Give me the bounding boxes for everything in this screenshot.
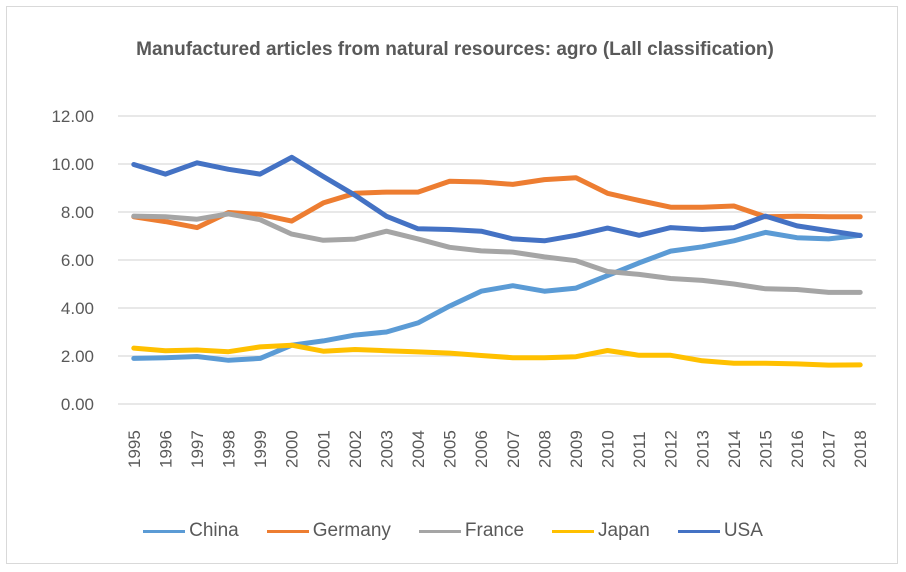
legend-label: France (464, 520, 525, 541)
y-tick-label: 6.00 (61, 251, 94, 270)
series-line-china (131, 229, 863, 363)
series-line-germany (131, 175, 863, 231)
legend-swatch (552, 529, 595, 533)
legend-label: USA (723, 520, 763, 541)
x-tick-label: 2009 (567, 430, 586, 468)
y-tick-label: 8.00 (61, 203, 94, 222)
legend-item-usa: USA (677, 520, 763, 542)
legend-item-germany: Germany (266, 520, 391, 542)
y-tick-label: 2.00 (61, 347, 94, 366)
x-tick-label: 1995 (125, 430, 144, 468)
series-line-france (131, 211, 863, 295)
x-tick-label: 1999 (251, 430, 270, 468)
x-tick-label: 2018 (851, 430, 870, 468)
x-tick-label: 2004 (409, 430, 428, 468)
legend-item-japan: Japan (552, 520, 650, 542)
series-line-japan (131, 342, 863, 368)
legend-swatch (418, 529, 461, 533)
y-tick-label: 12.00 (51, 107, 94, 126)
x-tick-label: 2015 (756, 430, 775, 468)
x-tick-label: 2007 (504, 430, 523, 468)
x-tick-label: 2016 (788, 430, 807, 468)
legend-label: China (189, 520, 239, 541)
x-tick-label: 2001 (314, 430, 333, 468)
x-tick-label: 2005 (441, 430, 460, 468)
x-tick-label: 2003 (377, 430, 396, 468)
x-tick-label: 2014 (725, 430, 744, 468)
x-tick-label: 2006 (472, 430, 491, 468)
legend-swatch (143, 529, 186, 533)
series-lines (131, 154, 863, 368)
y-axis-ticks: 0.00 2.00 4.00 6.00 8.00 10.00 12.00 (51, 107, 94, 414)
y-tick-label: 0.00 (61, 395, 94, 414)
x-tick-label: 1997 (188, 430, 207, 468)
series-line-usa (131, 154, 863, 244)
x-tick-label: 2011 (630, 431, 649, 468)
y-tick-label: 10.00 (51, 155, 94, 174)
x-tick-label: 2010 (599, 430, 618, 468)
legend-label: Japan (598, 520, 650, 541)
legend-item-china: China (143, 520, 239, 542)
x-tick-label: 2002 (346, 430, 365, 468)
x-tick-label: 2013 (693, 430, 712, 468)
x-tick-label: 2012 (662, 430, 681, 468)
y-tick-label: 4.00 (61, 299, 94, 318)
legend: China Germany France Japan USA (0, 520, 906, 542)
x-tick-label: 2008 (535, 430, 554, 468)
x-tick-label: 2017 (820, 430, 839, 468)
legend-swatch (677, 529, 720, 533)
legend-label: Germany (312, 520, 391, 541)
legend-swatch (266, 529, 309, 533)
legend-item-france: France (418, 520, 525, 542)
x-tick-label: 1996 (156, 430, 175, 468)
chart-title: Manufactured articles from natural resou… (136, 39, 774, 60)
x-tick-label: 2000 (283, 430, 302, 468)
x-axis-ticks: 1995 1996 1997 1998 1999 2000 2001 2002 2003 2004… (125, 430, 870, 468)
x-tick-label: 1998 (220, 430, 239, 468)
